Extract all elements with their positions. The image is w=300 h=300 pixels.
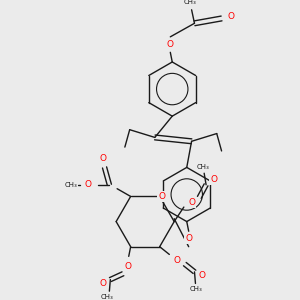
Text: O: O	[158, 192, 165, 201]
Text: CH₃: CH₃	[64, 182, 77, 188]
Text: O: O	[124, 262, 131, 271]
Text: CH₃: CH₃	[183, 0, 196, 5]
Text: O: O	[199, 271, 206, 280]
Text: CH₃: CH₃	[190, 286, 203, 292]
Text: O: O	[174, 256, 181, 265]
Text: CH₃: CH₃	[101, 294, 114, 300]
Text: O: O	[188, 198, 195, 207]
Text: O: O	[99, 279, 106, 288]
Text: O: O	[167, 40, 174, 49]
Text: O: O	[210, 176, 217, 184]
Text: O: O	[85, 180, 92, 189]
Text: O: O	[185, 235, 192, 244]
Text: CH₃: CH₃	[197, 164, 210, 170]
Text: O: O	[228, 12, 235, 21]
Text: O: O	[99, 154, 106, 163]
